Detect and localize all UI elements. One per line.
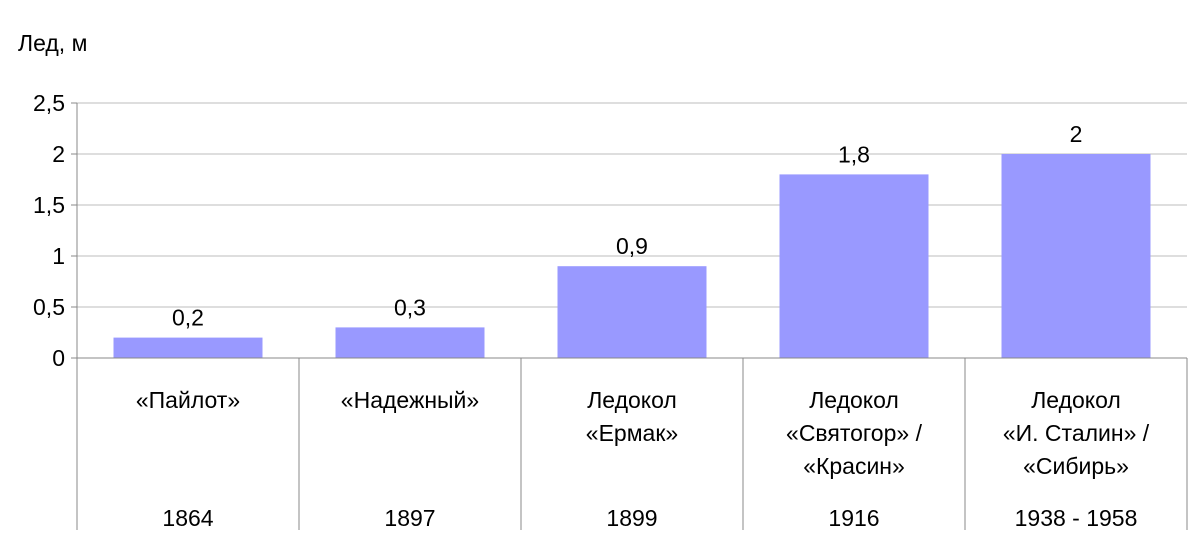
category-label-line: «Пайлот»	[136, 387, 240, 413]
category-label-line: «Святогор» /	[786, 420, 923, 446]
category-label-line: Ледокол	[1031, 387, 1121, 413]
data-labels: 0,2 0,3 0,9 1,8 2	[172, 121, 1082, 331]
data-label: 1,8	[838, 141, 870, 167]
category-label-line: «Надежный»	[341, 387, 479, 413]
y-tick-label: 2,5	[33, 90, 65, 116]
data-label: 2	[1070, 121, 1083, 147]
category-year: 1864	[162, 505, 213, 531]
y-tick-labels: 0 0,5 1 1,5 2 2,5	[33, 90, 65, 371]
y-tick-label: 1,5	[33, 192, 65, 218]
data-label: 0,2	[172, 305, 204, 331]
bar	[113, 337, 263, 358]
category-label-line: Ледокол	[587, 387, 677, 413]
y-axis-label: Лед, м	[18, 30, 88, 56]
data-label: 0,3	[394, 294, 426, 320]
category-year: 1916	[828, 505, 879, 531]
bar	[557, 266, 707, 358]
y-tick-label: 1	[52, 243, 65, 269]
axes	[71, 102, 1188, 530]
category-label-line: «Ермак»	[586, 420, 678, 446]
category-label-line: Ледокол	[809, 387, 899, 413]
category-label-line: «Красин»	[803, 453, 905, 479]
data-label: 0,9	[616, 233, 648, 259]
bar	[779, 174, 929, 358]
category-year: 1897	[384, 505, 435, 531]
category-label-line: «И. Сталин» /	[1003, 420, 1150, 446]
category-year: 1938 - 1958	[1015, 505, 1138, 531]
bar	[1001, 154, 1151, 358]
bar	[335, 327, 485, 358]
y-tick-label: 0,5	[33, 294, 65, 320]
bars	[113, 154, 1151, 358]
category-year: 1899	[606, 505, 657, 531]
x-category-labels: «Пайлот» 1864 «Надежный» 1897 Ледокол «Ермак»…	[136, 387, 1150, 531]
category-label-line: «Сибирь»	[1023, 453, 1129, 479]
y-tick-label: 2	[52, 141, 65, 167]
y-tick-label: 0	[52, 345, 65, 371]
